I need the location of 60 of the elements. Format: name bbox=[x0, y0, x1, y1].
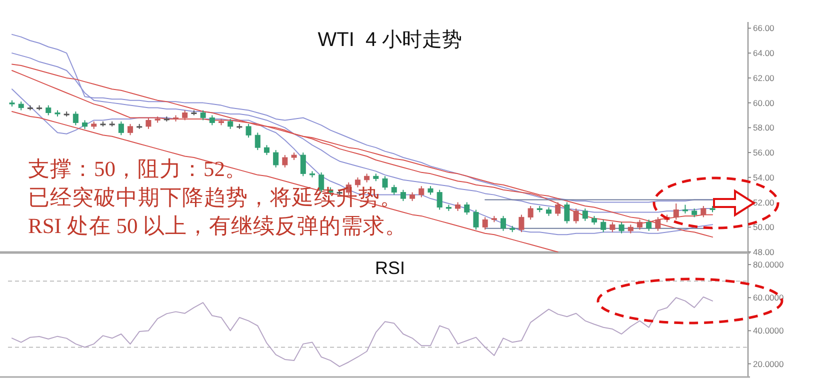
candlestick bbox=[300, 152, 306, 177]
candlestick bbox=[273, 150, 279, 168]
candlestick bbox=[254, 132, 260, 151]
candlestick bbox=[118, 120, 124, 136]
y-tick-label: 60.00 bbox=[753, 98, 775, 108]
candlestick bbox=[473, 209, 479, 230]
candlestick bbox=[573, 208, 579, 224]
line-series bbox=[12, 111, 558, 252]
candlestick bbox=[636, 219, 642, 230]
candlestick bbox=[209, 114, 215, 126]
candlestick bbox=[700, 206, 706, 218]
y-tick-label: 60.0000 bbox=[753, 292, 784, 303]
y-tick-label: 64.00 bbox=[753, 48, 775, 58]
y-tick-label: 58.00 bbox=[753, 122, 775, 133]
candlestick bbox=[464, 202, 470, 216]
candlestick bbox=[600, 219, 606, 233]
candlestick bbox=[528, 206, 534, 220]
candlestick bbox=[182, 110, 188, 121]
candlestick bbox=[564, 202, 570, 224]
candlestick bbox=[482, 216, 488, 230]
line-series bbox=[12, 88, 714, 236]
chart-title: RSI bbox=[374, 258, 406, 278]
y-tick-label: 66.00 bbox=[753, 23, 775, 34]
candlestick bbox=[418, 186, 424, 198]
candlestick bbox=[610, 222, 616, 233]
y-tick-label: 52.00 bbox=[753, 197, 775, 208]
candlestick bbox=[518, 214, 524, 233]
y-tick-label: 40.0000 bbox=[753, 326, 784, 336]
candlestick bbox=[128, 123, 134, 136]
y-tick-label: 48.00 bbox=[753, 247, 775, 257]
y-tick-label: 54.00 bbox=[753, 172, 775, 182]
candlestick bbox=[646, 219, 652, 232]
candlestick bbox=[382, 176, 388, 190]
candlestick bbox=[146, 117, 152, 130]
chart-title: WTI 4 小时走势 bbox=[318, 29, 462, 51]
candlestick bbox=[582, 208, 588, 222]
candlestick bbox=[618, 222, 624, 234]
annotation: RSI 处在 50 以上，有继续反弹的需求。 bbox=[28, 214, 408, 238]
y-tick-label: 20.0000 bbox=[753, 358, 784, 369]
y-tick-label: 50.00 bbox=[753, 222, 775, 232]
candlestick bbox=[436, 189, 442, 210]
line-series bbox=[12, 296, 714, 368]
y-tick-label: 62.00 bbox=[753, 72, 775, 83]
candlestick bbox=[246, 123, 252, 138]
candlestick bbox=[46, 104, 52, 116]
candlestick bbox=[354, 176, 360, 188]
candlestick bbox=[555, 202, 561, 216]
candlestick bbox=[400, 189, 406, 202]
y-tick-label: 56.00 bbox=[753, 148, 775, 158]
candlestick bbox=[200, 110, 206, 121]
candlestick bbox=[282, 154, 288, 168]
candlestick bbox=[228, 118, 234, 130]
annotation: 支撑：50，阻力：52。 bbox=[28, 157, 247, 181]
y-tick-label: 80.0000 bbox=[753, 260, 784, 270]
candlestick bbox=[500, 215, 506, 232]
candlestick bbox=[72, 111, 78, 126]
candlestick bbox=[264, 144, 270, 156]
candlestick bbox=[655, 216, 661, 232]
candlestick bbox=[391, 184, 397, 196]
candlestick bbox=[673, 203, 679, 220]
